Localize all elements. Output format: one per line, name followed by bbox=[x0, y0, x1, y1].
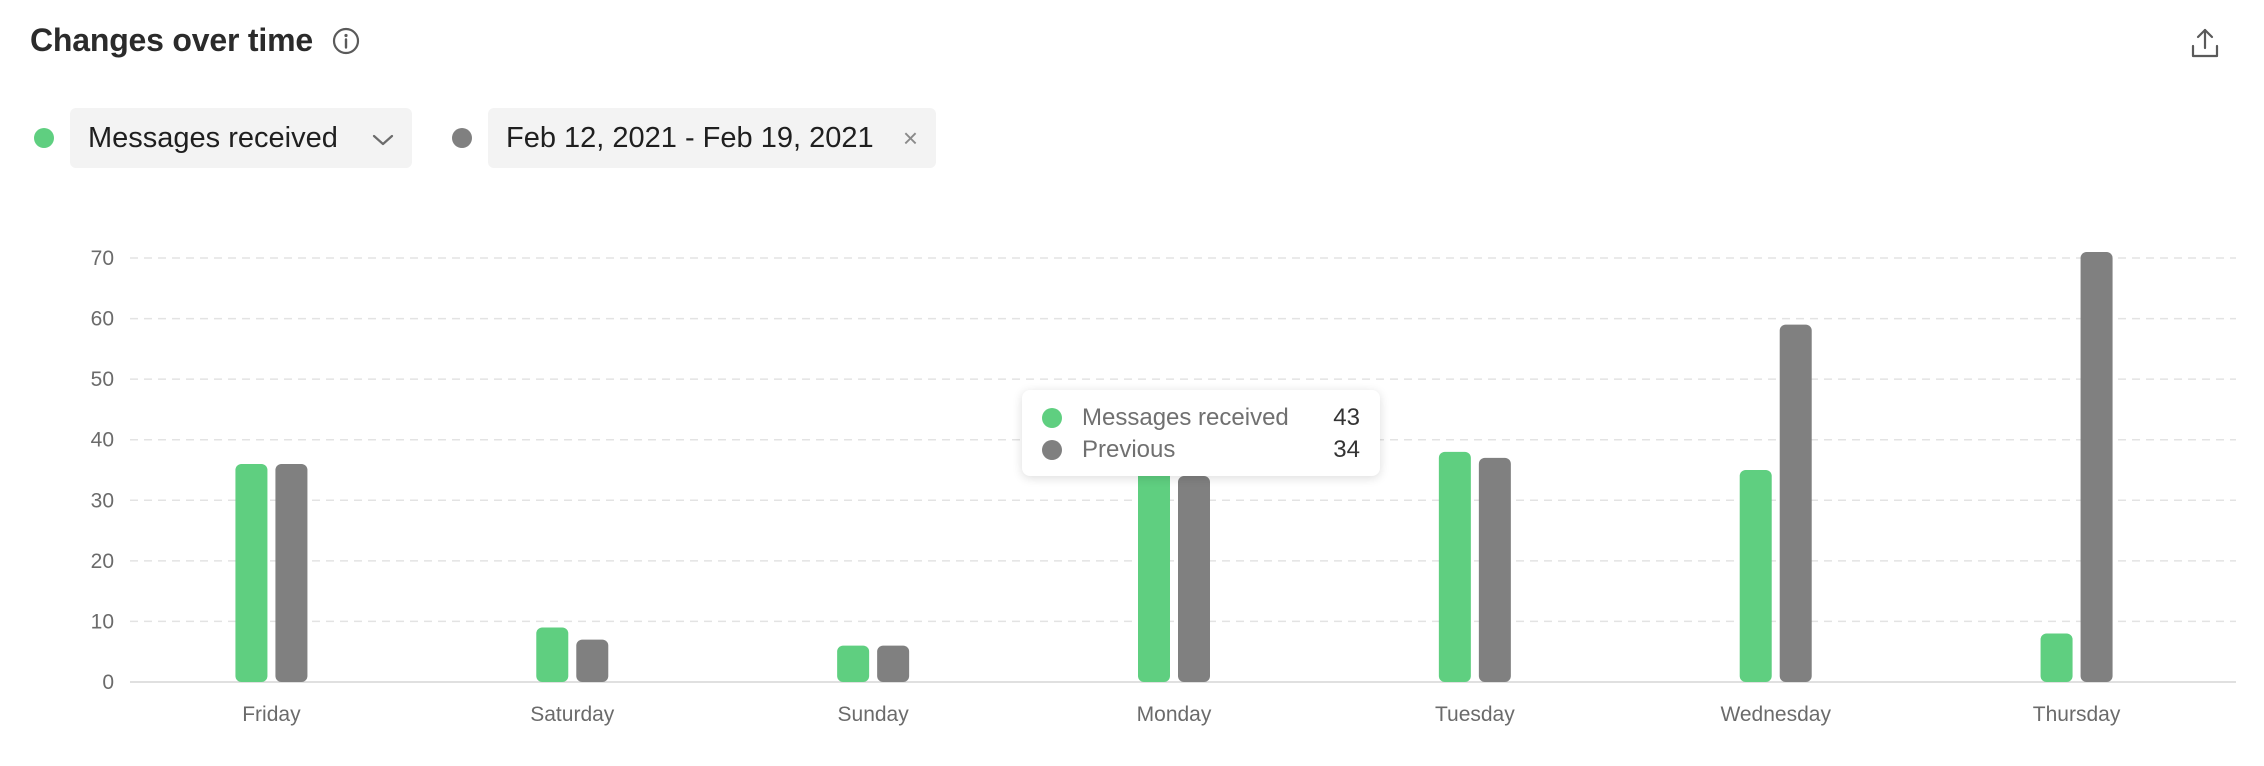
y-tick-label: 70 bbox=[91, 247, 114, 270]
chart-title: Changes over time bbox=[30, 22, 313, 58]
bar-messages-thursday[interactable] bbox=[2040, 633, 2073, 682]
y-tick-label: 50 bbox=[91, 368, 114, 391]
bar-messages-sunday[interactable] bbox=[837, 645, 870, 682]
x-axis-label: Saturday bbox=[530, 703, 615, 726]
x-axis-label: Wednesday bbox=[1720, 703, 1831, 726]
y-tick-label: 60 bbox=[91, 308, 114, 331]
bar-previous-saturday[interactable] bbox=[576, 639, 609, 682]
bar-messages-wednesday[interactable] bbox=[1739, 470, 1772, 682]
upload-icon[interactable] bbox=[2188, 26, 2222, 60]
tooltip-name-previous: Previous bbox=[1082, 436, 1176, 463]
chart-controls: Messages received Feb 12, 2021 - Feb 19,… bbox=[34, 108, 936, 168]
bar-messages-saturday[interactable] bbox=[536, 627, 569, 682]
bar-previous-sunday[interactable] bbox=[877, 645, 910, 682]
tooltip-dot-previous bbox=[1042, 440, 1062, 460]
x-axis-label: Friday bbox=[242, 703, 301, 726]
metric-select-label: Messages received bbox=[88, 121, 338, 154]
tooltip-row-previous: Previous 34 bbox=[1042, 434, 1360, 466]
metric-select[interactable]: Messages received bbox=[70, 108, 412, 168]
y-tick-label: 20 bbox=[91, 550, 114, 573]
x-axis-label: Monday bbox=[1137, 703, 1212, 726]
y-tick-label: 40 bbox=[91, 429, 114, 452]
tooltip-value-previous: 34 bbox=[1333, 436, 1360, 463]
chart-header: Changes over time bbox=[30, 22, 361, 59]
x-axis-label: Sunday bbox=[838, 703, 910, 726]
bar-previous-wednesday[interactable] bbox=[1779, 324, 1812, 682]
tooltip-value-messages: 43 bbox=[1333, 404, 1360, 431]
y-tick-label: 30 bbox=[91, 489, 114, 512]
close-icon[interactable]: × bbox=[902, 122, 918, 153]
y-tick-label: 10 bbox=[91, 610, 114, 633]
y-axis-ticks: 0 10 20 30 40 50 60 70 bbox=[91, 247, 114, 694]
chart-tooltip: Messages received 43 Previous 34 bbox=[1022, 390, 1380, 476]
range-color-dot bbox=[452, 128, 472, 148]
bar-previous-friday[interactable] bbox=[275, 463, 308, 682]
chevron-down-icon bbox=[372, 122, 394, 155]
x-axis-labels: Friday Saturday Sunday Monday Tuesday Wednesd… bbox=[242, 703, 2121, 726]
y-tick-label: 0 bbox=[102, 671, 114, 694]
bar-previous-thursday[interactable] bbox=[2080, 251, 2113, 682]
bar-messages-monday[interactable] bbox=[1138, 421, 1170, 682]
x-axis-label: Tuesday bbox=[1435, 703, 1515, 726]
info-icon[interactable] bbox=[331, 26, 361, 56]
date-range-label: Feb 12, 2021 - Feb 19, 2021 bbox=[506, 121, 874, 154]
bar-messages-friday[interactable] bbox=[235, 463, 268, 682]
bar-messages-tuesday[interactable] bbox=[1438, 451, 1471, 682]
metric-color-dot bbox=[34, 128, 54, 148]
bar-previous-tuesday[interactable] bbox=[1478, 457, 1511, 682]
tooltip-row-messages: Messages received 43 bbox=[1042, 402, 1360, 434]
bar-previous-monday[interactable] bbox=[1178, 476, 1210, 682]
tooltip-name-messages: Messages received bbox=[1082, 404, 1289, 431]
x-axis-label: Thursday bbox=[2033, 703, 2121, 726]
date-range-select[interactable]: Feb 12, 2021 - Feb 19, 2021 × bbox=[488, 108, 936, 168]
tooltip-dot-messages bbox=[1042, 408, 1062, 428]
bars bbox=[235, 251, 2113, 682]
